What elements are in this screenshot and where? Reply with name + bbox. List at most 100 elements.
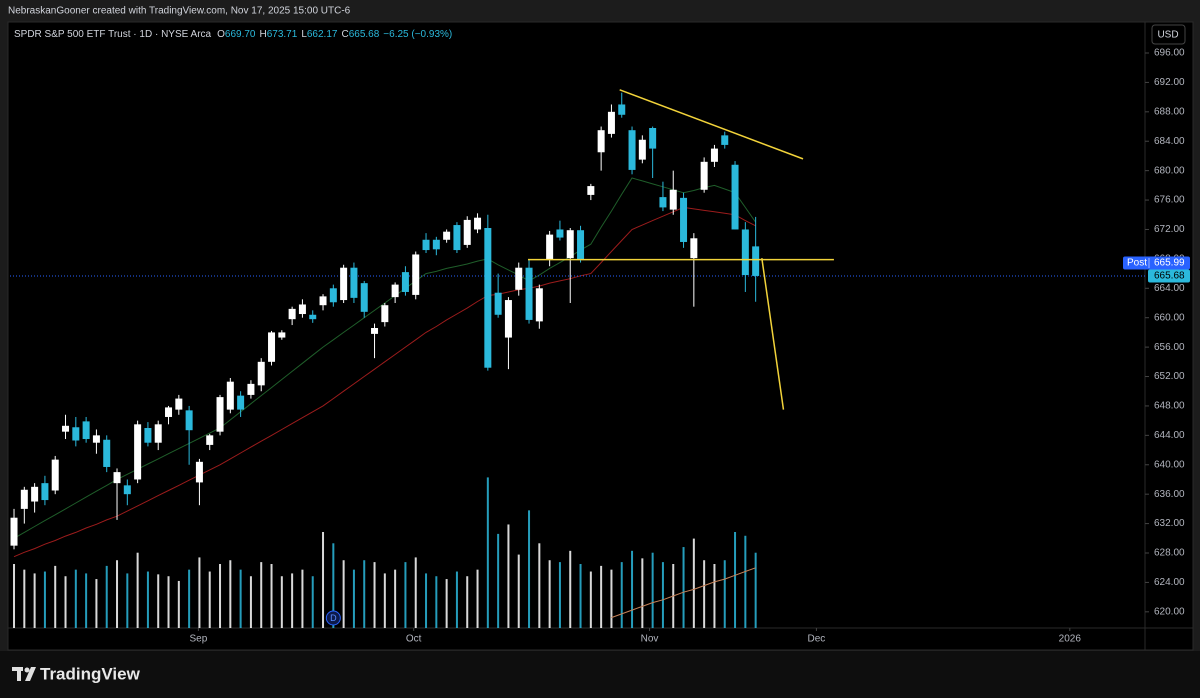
volume-bar [167, 576, 170, 628]
last-price-tag [1148, 269, 1190, 283]
candle-body [566, 230, 574, 259]
y-tick-label: 692.00 [1154, 77, 1185, 88]
volume-bar [713, 564, 716, 628]
legend-change: −6.25 (−0.93%) [383, 29, 452, 40]
volume-bar [291, 573, 294, 628]
y-tick-label: 688.00 [1154, 106, 1185, 117]
moving-average [13, 206, 756, 558]
candle-body [401, 272, 409, 292]
volume-bar [651, 552, 654, 628]
volume-bar [620, 562, 623, 628]
logo-part [24, 667, 30, 673]
volume-bar [497, 533, 500, 628]
y-tick-label: 624.00 [1154, 577, 1185, 588]
candle-body [206, 435, 214, 445]
volume-bar [466, 576, 469, 628]
currency-button[interactable] [1151, 24, 1186, 45]
volume-bar [342, 560, 345, 628]
logo-part [17, 667, 21, 681]
candle-body [371, 328, 379, 334]
candle-body [226, 381, 234, 410]
y-tick-label: 680.00 [1154, 165, 1185, 176]
volume-bar [517, 554, 520, 628]
candle-body [298, 304, 306, 315]
volume-bar [301, 569, 304, 628]
candle-body [710, 148, 718, 162]
volume-bar [476, 569, 479, 628]
volume-bar [404, 562, 407, 628]
x-tick-label: Sep [189, 634, 207, 645]
volume-bar [445, 579, 448, 628]
currency[interactable]: USD [1157, 30, 1178, 41]
candle-body [618, 104, 626, 115]
volume-bar [435, 576, 438, 628]
last-price: 665.68 [1154, 271, 1185, 282]
y-tick-label: 620.00 [1154, 606, 1185, 617]
candle-body [62, 425, 70, 432]
candle-body [195, 461, 203, 483]
volume-bar [177, 580, 180, 628]
candle-body [577, 230, 585, 260]
candle-body [165, 407, 173, 417]
candle-body [731, 164, 739, 230]
candle-body [319, 296, 327, 306]
legend-value: 673.71 [267, 29, 298, 40]
y-tick-label: 652.00 [1154, 371, 1185, 382]
y-tick-label: 636.00 [1154, 489, 1185, 500]
volume-bar [270, 564, 273, 628]
volume-bar [229, 560, 232, 628]
volume-bar [631, 550, 634, 628]
volume-bar [754, 552, 757, 628]
volume-bar [641, 558, 644, 628]
candle-body [51, 459, 59, 491]
candle-body [597, 130, 605, 153]
symbol-name: SPDR S&P 500 ETF Trust · 1D · NYSE Arca [14, 29, 212, 40]
volume-ma [611, 567, 756, 619]
legend-value: 665.68 [349, 29, 380, 40]
candle-body [257, 361, 265, 386]
candle-body [82, 421, 90, 440]
candle-body [443, 231, 451, 240]
y-tick-label: 632.00 [1154, 518, 1185, 529]
volume-bar [136, 552, 139, 628]
creator-note: NebraskanGooner created with TradingView… [8, 6, 351, 17]
candle-body [288, 308, 296, 320]
volume-bar [682, 547, 685, 628]
candle-body [535, 288, 543, 322]
volume-bar [239, 569, 242, 628]
legend-value: 662.17 [307, 29, 338, 40]
candle-body [103, 439, 111, 467]
legend-value: 669.70 [225, 29, 256, 40]
volume-bar [363, 560, 366, 628]
candle-body [31, 486, 39, 502]
candle-body [41, 483, 49, 501]
volume-bar [548, 560, 551, 628]
volume-bar [569, 550, 572, 628]
y-tick-label: 672.00 [1154, 224, 1185, 235]
candle-body [340, 267, 348, 301]
y-tick-label: 696.00 [1154, 48, 1185, 59]
candle-body [72, 427, 80, 441]
candle-body [680, 197, 688, 242]
footer [0, 651, 1200, 698]
volume-bar [692, 538, 695, 628]
y-tick-label: 664.00 [1154, 283, 1185, 294]
volume-bar [146, 571, 149, 628]
volume-bar [610, 569, 613, 628]
volume-bar [188, 569, 191, 628]
candle-body [607, 111, 615, 134]
volume-bar [249, 576, 252, 628]
logo-part [25, 667, 36, 681]
volume-bar [538, 543, 541, 628]
candle-body [360, 283, 368, 312]
candle-body [381, 305, 389, 323]
candle-body [247, 383, 255, 395]
candle-body [556, 229, 564, 238]
candle-body [237, 395, 245, 410]
volume-bar [23, 569, 26, 628]
volume-bar [579, 564, 582, 628]
volume-bar [116, 560, 119, 628]
y-tick-label: 628.00 [1154, 548, 1185, 559]
post-price: 665.99 [1154, 258, 1185, 269]
y-tick-label: 684.00 [1154, 136, 1185, 147]
